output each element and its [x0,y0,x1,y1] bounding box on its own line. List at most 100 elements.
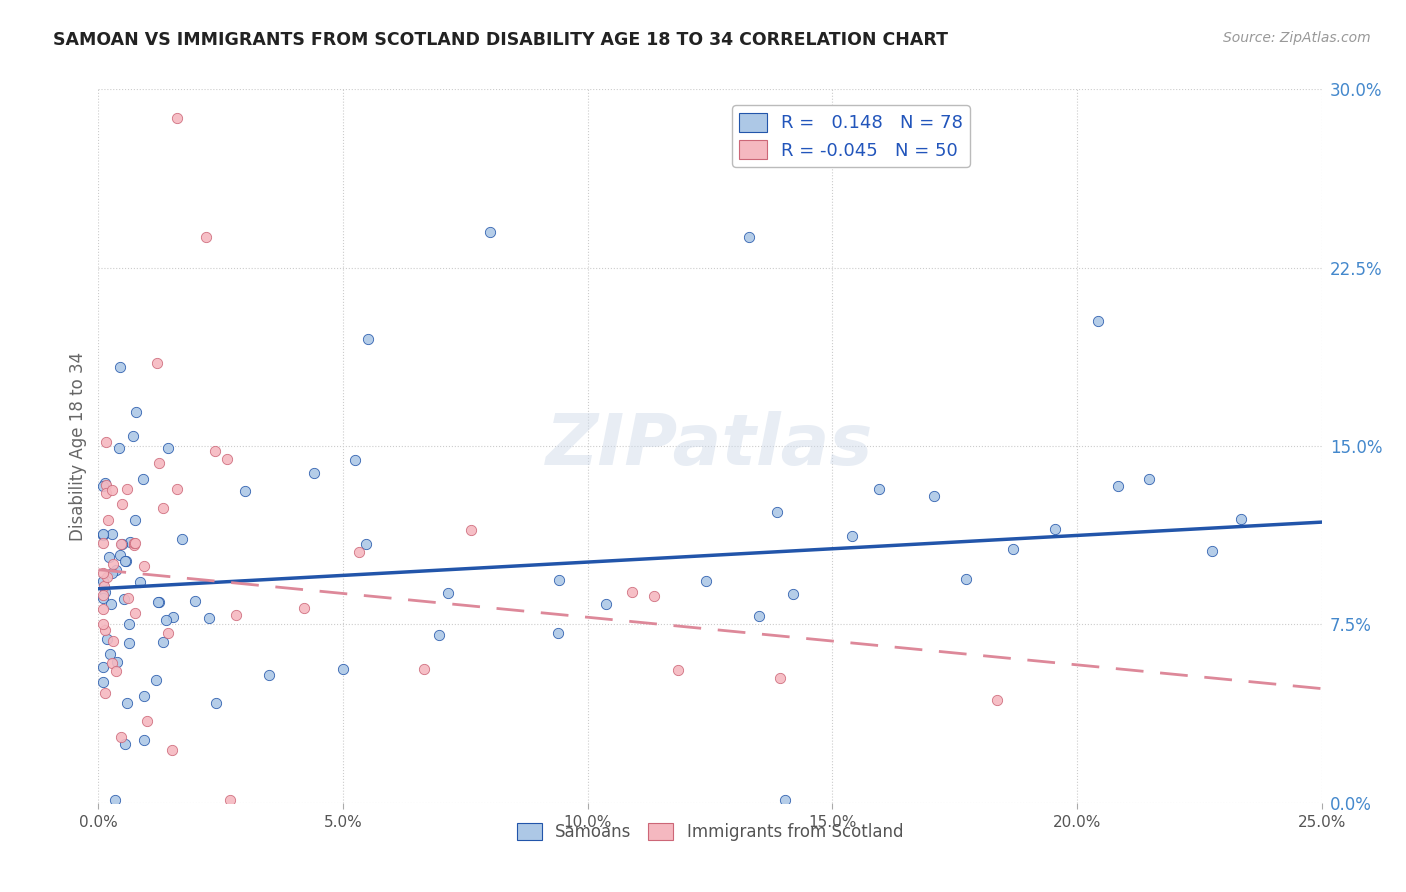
Point [115,482,138,496]
Point [986,693,1008,707]
Point [302,466,325,480]
Point [184,593,207,607]
Point [91,591,114,606]
Point [233,484,256,499]
Point [215,452,238,467]
Point [135,714,157,728]
Point [427,628,450,642]
Point [436,586,458,600]
Point [198,610,221,624]
Text: Source: ZipAtlas.com: Source: ZipAtlas.com [1223,31,1371,45]
Point [114,554,136,568]
Point [101,483,124,497]
Point [922,490,945,504]
Point [118,616,141,631]
Point [160,743,183,757]
Point [124,513,146,527]
Point [225,608,247,623]
Point [292,601,315,615]
Point [98,648,121,662]
Point [595,597,617,611]
Point [122,536,145,550]
Point [356,332,378,346]
Point [695,574,717,589]
Point [105,664,128,678]
Point [1043,522,1066,536]
Point [132,732,155,747]
Point [148,456,170,470]
Point [124,538,146,552]
Point [101,557,124,571]
Y-axis label: Disability Age 18 to 34: Disability Age 18 to 34 [69,351,87,541]
Point [146,356,169,370]
Point [148,595,170,609]
Point [157,442,180,456]
Point [100,566,122,580]
Point [120,535,142,549]
Point [955,572,977,586]
Point [152,635,174,649]
Point [775,793,797,807]
Point [96,632,118,647]
Point [1201,543,1223,558]
Text: ZIPatlas: ZIPatlas [547,411,873,481]
Point [101,527,124,541]
Point [155,613,177,627]
Point [547,626,569,640]
Point [91,601,114,615]
Point [91,536,114,550]
Point [91,588,114,602]
Point [132,559,155,574]
Point [347,545,370,559]
Point [132,689,155,703]
Point [105,656,128,670]
Point [748,609,770,624]
Point [110,537,132,551]
Legend: Samoans, Immigrants from Scotland: Samoans, Immigrants from Scotland [510,816,910,848]
Point [100,597,122,611]
Point [204,443,226,458]
Point [478,225,501,239]
Point [1137,472,1160,486]
Point [124,606,146,620]
Point [94,584,117,599]
Point [96,477,118,491]
Point [332,662,354,676]
Point [738,229,761,244]
Point [621,585,644,599]
Point [108,549,131,563]
Point [108,359,131,374]
Point [1230,512,1253,526]
Point [114,554,136,568]
Point [148,595,170,609]
Point [257,667,280,681]
Point [118,635,141,649]
Point [97,513,120,527]
Point [124,536,146,550]
Point [547,573,569,587]
Point [117,591,139,606]
Point [413,662,436,676]
Point [91,574,114,588]
Point [122,429,145,443]
Point [841,529,863,543]
Text: SAMOAN VS IMMIGRANTS FROM SCOTLAND DISABILITY AGE 18 TO 34 CORRELATION CHART: SAMOAN VS IMMIGRANTS FROM SCOTLAND DISAB… [53,31,949,49]
Point [129,575,152,590]
Point [91,616,114,631]
Point [91,675,114,690]
Point [868,482,890,496]
Point [219,793,242,807]
Point [94,475,117,490]
Point [101,634,124,648]
Point [166,483,188,497]
Point [105,563,128,577]
Point [343,453,366,467]
Point [766,505,789,519]
Point [166,111,188,125]
Point [132,472,155,486]
Point [162,609,184,624]
Point [91,566,114,581]
Point [91,479,114,493]
Point [93,579,115,593]
Point [205,697,228,711]
